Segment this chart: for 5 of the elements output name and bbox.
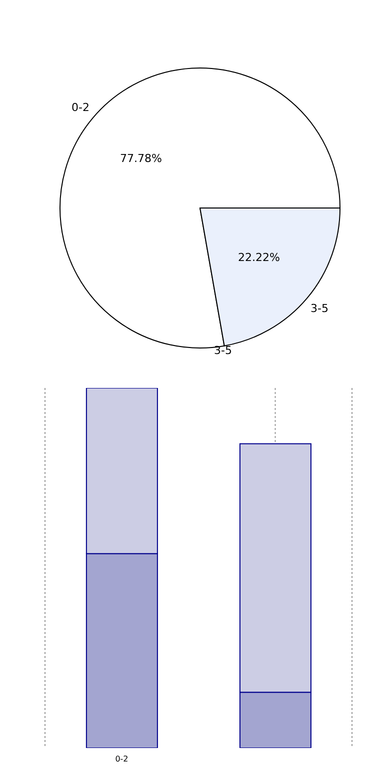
text: 3-5 (214, 344, 232, 357)
data-label: 22.22% (238, 250, 280, 264)
slice-label: 3-5 (310, 302, 328, 315)
data-label: 77.78% (120, 152, 162, 166)
slice-label: 0-2 (72, 101, 90, 114)
